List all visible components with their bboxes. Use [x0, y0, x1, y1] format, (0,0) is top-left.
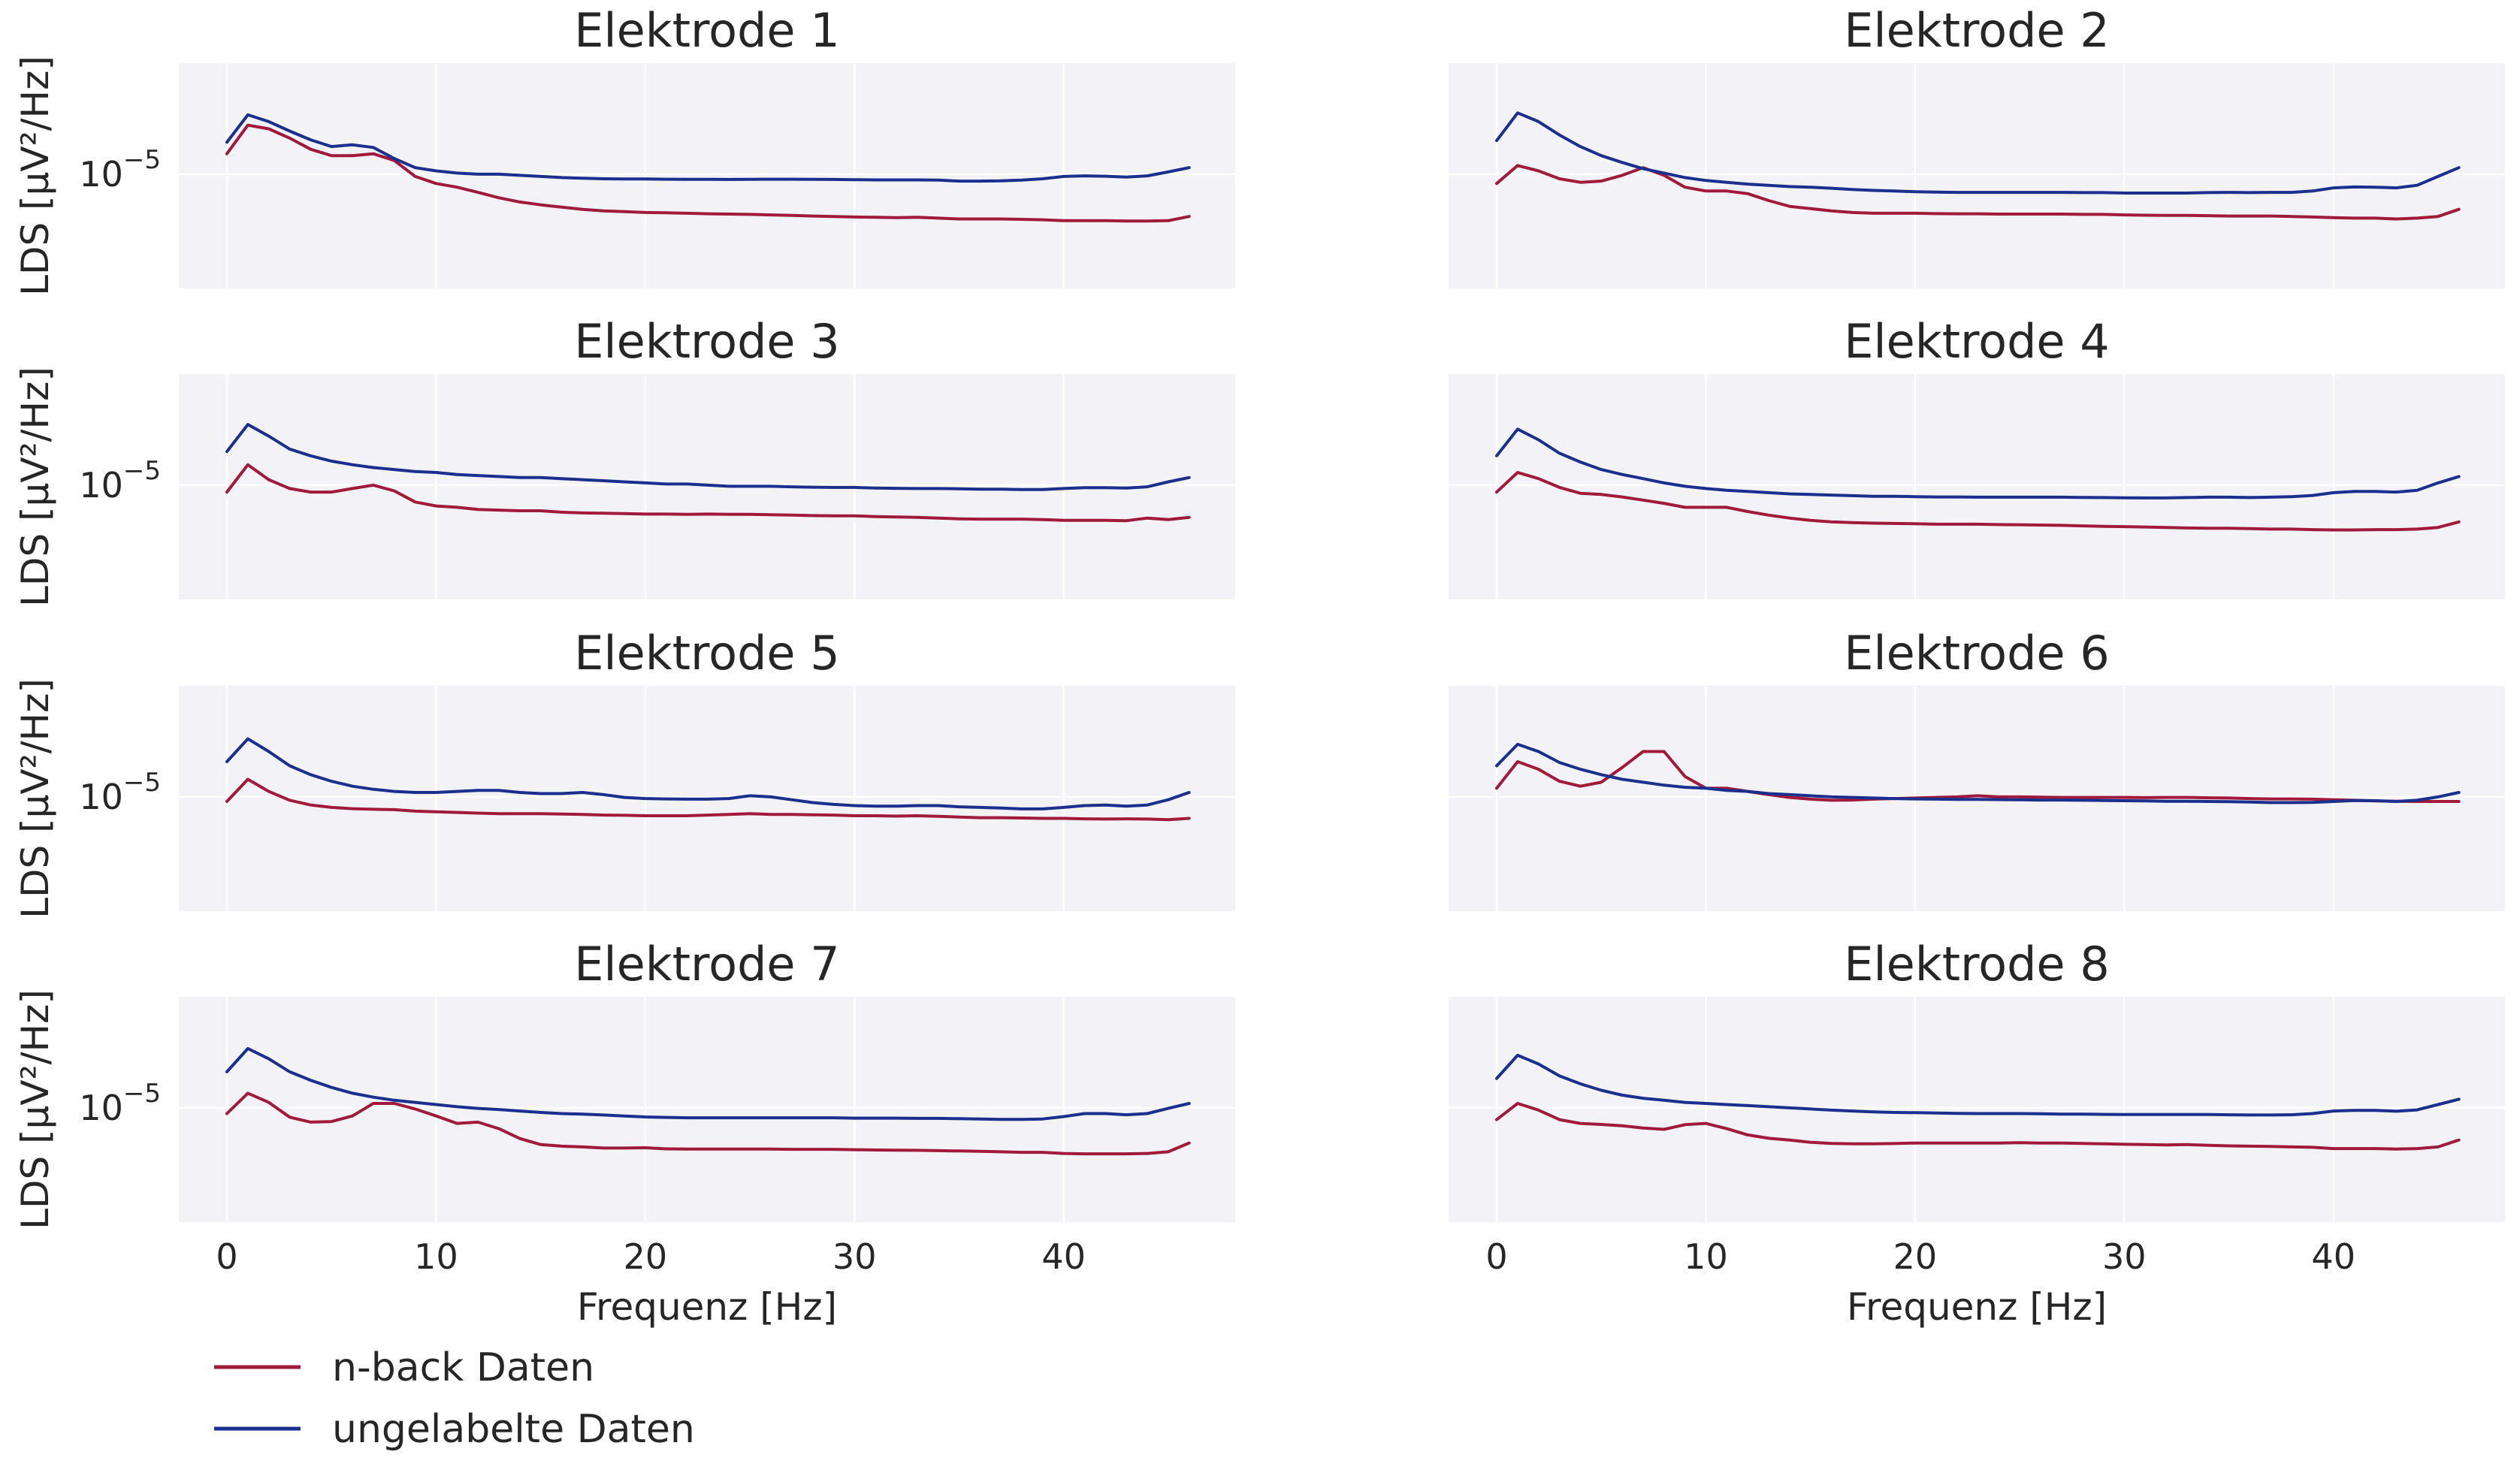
series-line-ungelabelt	[225, 1046, 1191, 1121]
series-line-ungelabelt	[225, 423, 1191, 491]
panel-title: Elektrode 7	[574, 937, 839, 992]
panel-title: Elektrode 1	[574, 3, 839, 58]
series-line-ungelabelt	[1495, 742, 2461, 804]
panel-elektrode-8: Elektrode 8 0 10 20 30 40 Frequenz [Hz]	[1449, 937, 2505, 1329]
panel-title: Elektrode 3	[574, 314, 839, 369]
x-tick-label: 20	[624, 1236, 668, 1277]
x-tick-label: 30	[832, 1236, 877, 1277]
series-line-ungelabelt	[225, 113, 1191, 183]
legend-label: ungelabelte Daten	[332, 1407, 695, 1452]
y-tick-exponent: −5	[123, 768, 161, 798]
series-line-ungelabelt	[1495, 427, 2461, 500]
x-tick-label: 10	[1684, 1236, 1728, 1277]
y-tick-label: 10−5	[79, 145, 161, 195]
panel-title: Elektrode 6	[1844, 626, 2109, 681]
plot-area	[179, 997, 1235, 1222]
plot-area	[1449, 997, 2505, 1222]
plot-area	[1449, 63, 2505, 288]
series-line-ungelabelt	[1495, 1053, 2461, 1117]
series-line-n-back	[225, 123, 1191, 223]
y-tick-label: 10−5	[79, 456, 161, 506]
panel-elektrode-7: Elektrode 7 10−5 LDS [μV²/Hz] 0 10 20 30 40 Freq…	[14, 937, 1235, 1329]
legend-entry: ungelabelte Daten	[214, 1407, 695, 1452]
series-line-n-back	[225, 463, 1191, 523]
x-tick-label: 10	[414, 1236, 458, 1277]
panel-elektrode-6: Elektrode 6	[1449, 626, 2505, 911]
y-tick-exponent: −5	[123, 145, 161, 175]
panel-elektrode-1: Elektrode 1 10−5 LDS [μV²/Hz]	[14, 3, 1235, 296]
x-tick-label: 20	[1893, 1236, 1938, 1277]
y-tick-exponent: −5	[123, 456, 161, 486]
y-axis-label: LDS [μV²/Hz]	[14, 678, 57, 919]
x-tick-label: 40	[2311, 1236, 2355, 1277]
series-line-n-back	[225, 777, 1191, 822]
panel-elektrode-2: Elektrode 2	[1449, 3, 2505, 288]
panel-elektrode-3: Elektrode 3 10−5 LDS [μV²/Hz]	[14, 314, 1235, 607]
x-tick-label: 40	[1041, 1236, 1086, 1277]
y-tick-label: 10−5	[79, 1079, 161, 1128]
panel-elektrode-5: Elektrode 5 10−5 LDS [μV²/Hz]	[14, 626, 1235, 919]
y-axis-label: LDS [μV²/Hz]	[14, 56, 57, 296]
x-axis-label: Frequenz [Hz]	[1847, 1285, 2107, 1329]
plot-area	[1449, 374, 2505, 599]
legend-entry: n-back Daten	[214, 1345, 594, 1390]
panel-title: Elektrode 8	[1844, 937, 2109, 992]
y-axis-label: LDS [μV²/Hz]	[14, 989, 57, 1230]
x-tick-label: 30	[2102, 1236, 2147, 1277]
x-tick-label: 0	[216, 1236, 237, 1277]
legend: n-back Daten ungelabelte Daten	[214, 1345, 695, 1452]
panel-title: Elektrode 5	[574, 626, 839, 681]
series-line-ungelabelt	[225, 737, 1191, 810]
panel-elektrode-4: Elektrode 4	[1449, 314, 2505, 599]
series-line-ungelabelt	[1495, 111, 2461, 195]
series-line-n-back	[1495, 750, 2461, 803]
legend-label: n-back Daten	[332, 1345, 594, 1390]
series-line-n-back	[1495, 1102, 2461, 1151]
y-tick-exponent: −5	[123, 1079, 161, 1109]
y-axis-label: LDS [μV²/Hz]	[14, 367, 57, 607]
x-axis-label: Frequenz [Hz]	[577, 1285, 837, 1329]
y-tick-label: 10−5	[79, 768, 161, 817]
panel-title: Elektrode 2	[1844, 3, 2109, 58]
x-tick-label: 0	[1485, 1236, 1507, 1277]
series-line-n-back	[225, 1091, 1191, 1156]
panel-title: Elektrode 4	[1844, 314, 2109, 369]
series-line-n-back	[1495, 471, 2461, 532]
